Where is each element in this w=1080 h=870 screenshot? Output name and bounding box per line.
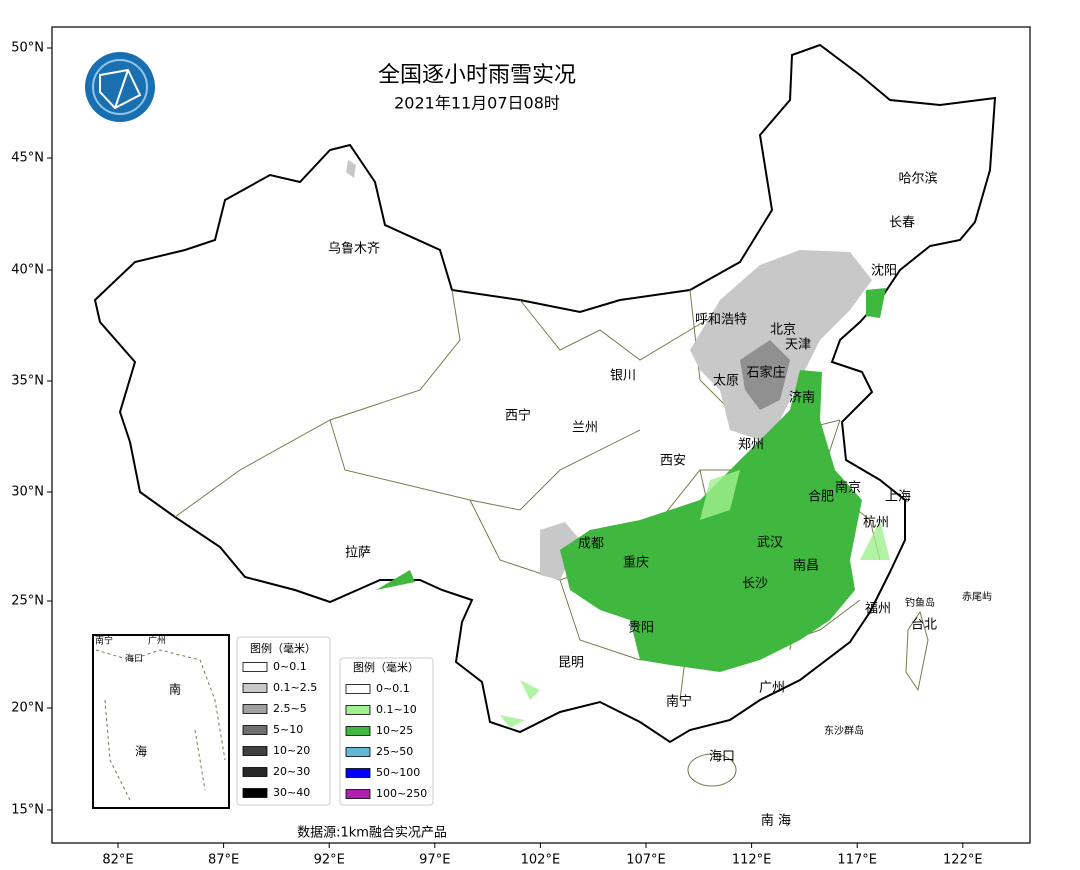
- legend-label: 0.1~2.5: [273, 681, 317, 694]
- city-label: 石家庄: [746, 365, 785, 381]
- city-label: 重庆: [623, 555, 649, 571]
- city-label: 银川: [610, 369, 636, 384]
- legend-label: 100~250: [376, 787, 427, 800]
- legend-label: 0~0.1: [376, 682, 410, 695]
- city-label: 东沙群岛: [824, 724, 864, 737]
- legend-swatch: [345, 684, 371, 694]
- city-label: 成都: [578, 537, 604, 552]
- legend-swatch: [242, 746, 268, 756]
- lat-label: 25°N: [11, 594, 44, 609]
- city-label: 兰州: [572, 421, 598, 436]
- hainan: [687, 753, 737, 787]
- lat-label: 50°N: [11, 41, 44, 56]
- lon-label: 92°E: [314, 853, 345, 868]
- map-subtitle: 2021年11月07日08时: [394, 94, 560, 113]
- city-label: 郑州: [738, 438, 764, 453]
- inset-label: 广州: [148, 635, 166, 647]
- city-label: 钓鱼岛: [905, 596, 935, 609]
- lat-label: 15°N: [11, 803, 44, 818]
- city-label: 南 海: [761, 813, 791, 829]
- lat-label: 30°N: [11, 485, 44, 500]
- lat-label: 35°N: [11, 374, 44, 389]
- legend-label: 50~100: [376, 766, 420, 779]
- legend-swatch: [242, 725, 268, 735]
- lon-label: 107°E: [626, 853, 666, 868]
- inset-label: 南宁: [95, 635, 113, 647]
- city-label: 长沙: [742, 577, 768, 592]
- lat-label: 20°N: [11, 701, 44, 716]
- lon-label: 122°E: [943, 853, 983, 868]
- city-label: 海口: [709, 750, 735, 765]
- city-label: 哈尔滨: [898, 171, 937, 187]
- legend-label: 5~10: [273, 723, 303, 736]
- inset-map: [92, 634, 230, 809]
- taiwan: [905, 610, 929, 692]
- snow-area-dark: [738, 340, 790, 492]
- rain-area: [376, 288, 886, 672]
- legend-title: 图例（毫米）: [353, 660, 419, 674]
- inset-label: 南: [169, 682, 181, 697]
- city-label: 福州: [865, 602, 891, 617]
- city-label: 济南: [789, 390, 815, 406]
- city-label: 杭州: [863, 516, 889, 531]
- source-note: 数据源:1km融合实况产品: [297, 826, 447, 841]
- city-label: 拉萨: [345, 546, 371, 561]
- city-label: 合肥: [808, 490, 834, 505]
- lon-label: 97°E: [419, 853, 450, 868]
- legend-swatch: [242, 767, 268, 777]
- city-label: 南宁: [666, 694, 692, 710]
- city-label: 赤尾屿: [962, 591, 992, 603]
- legend-label: 2.5~5: [273, 702, 307, 715]
- city-label: 西宁: [505, 408, 531, 424]
- legend-swatch: [345, 747, 371, 757]
- legend-swatch: [345, 768, 371, 778]
- city-label: 贵阳: [628, 621, 654, 636]
- inset-label: 海口: [125, 653, 143, 665]
- legend-swatch: [242, 788, 268, 798]
- legend-label: 0~0.1: [273, 660, 307, 673]
- legend-label: 10~25: [376, 724, 413, 737]
- city-label: 呼和浩特: [695, 313, 747, 328]
- lon-label: 117°E: [837, 853, 877, 868]
- legend-swatch: [242, 704, 268, 714]
- lat-label: 40°N: [11, 263, 44, 278]
- city-label: 北京: [770, 323, 796, 338]
- lon-label: 82°E: [102, 853, 133, 868]
- legend-label: 10~20: [273, 744, 310, 757]
- legend-label: 30~40: [273, 786, 310, 799]
- legend-swatch: [242, 662, 268, 672]
- map-title: 全国逐小时雨雪实况: [378, 63, 576, 88]
- legend-label: 25~50: [376, 745, 413, 758]
- city-label: 南京: [835, 480, 861, 496]
- legend-label: 20~30: [273, 765, 310, 778]
- city-label: 乌鲁木齐: [328, 241, 380, 257]
- city-label: 昆明: [558, 656, 584, 671]
- city-label: 武汉: [757, 536, 783, 551]
- city-label: 天津: [785, 338, 811, 353]
- legend-label: 0.1~10: [376, 703, 417, 716]
- legend-swatch: [345, 705, 371, 715]
- inset-label: 海: [135, 744, 147, 759]
- city-label: 上海: [885, 490, 911, 505]
- snow-legend: [236, 636, 331, 806]
- lon-label: 102°E: [521, 853, 561, 868]
- city-label: 台北: [911, 618, 937, 633]
- inset-coast: [95, 649, 226, 801]
- legend-swatch: [242, 683, 268, 693]
- city-label: 太原: [713, 374, 739, 389]
- city-label: 沈阳: [871, 264, 897, 279]
- legend-swatch: [345, 726, 371, 736]
- lat-label: 45°N: [11, 151, 44, 166]
- city-label: 长春: [889, 216, 915, 231]
- logo: [85, 52, 155, 122]
- lon-label: 87°E: [208, 853, 239, 868]
- city-label: 西安: [660, 454, 686, 469]
- city-label: 南昌: [793, 558, 819, 574]
- city-label: 广州: [759, 681, 785, 696]
- lon-label: 112°E: [732, 853, 772, 868]
- legend-swatch: [345, 789, 371, 799]
- legend-title: 图例（毫米）: [250, 641, 316, 655]
